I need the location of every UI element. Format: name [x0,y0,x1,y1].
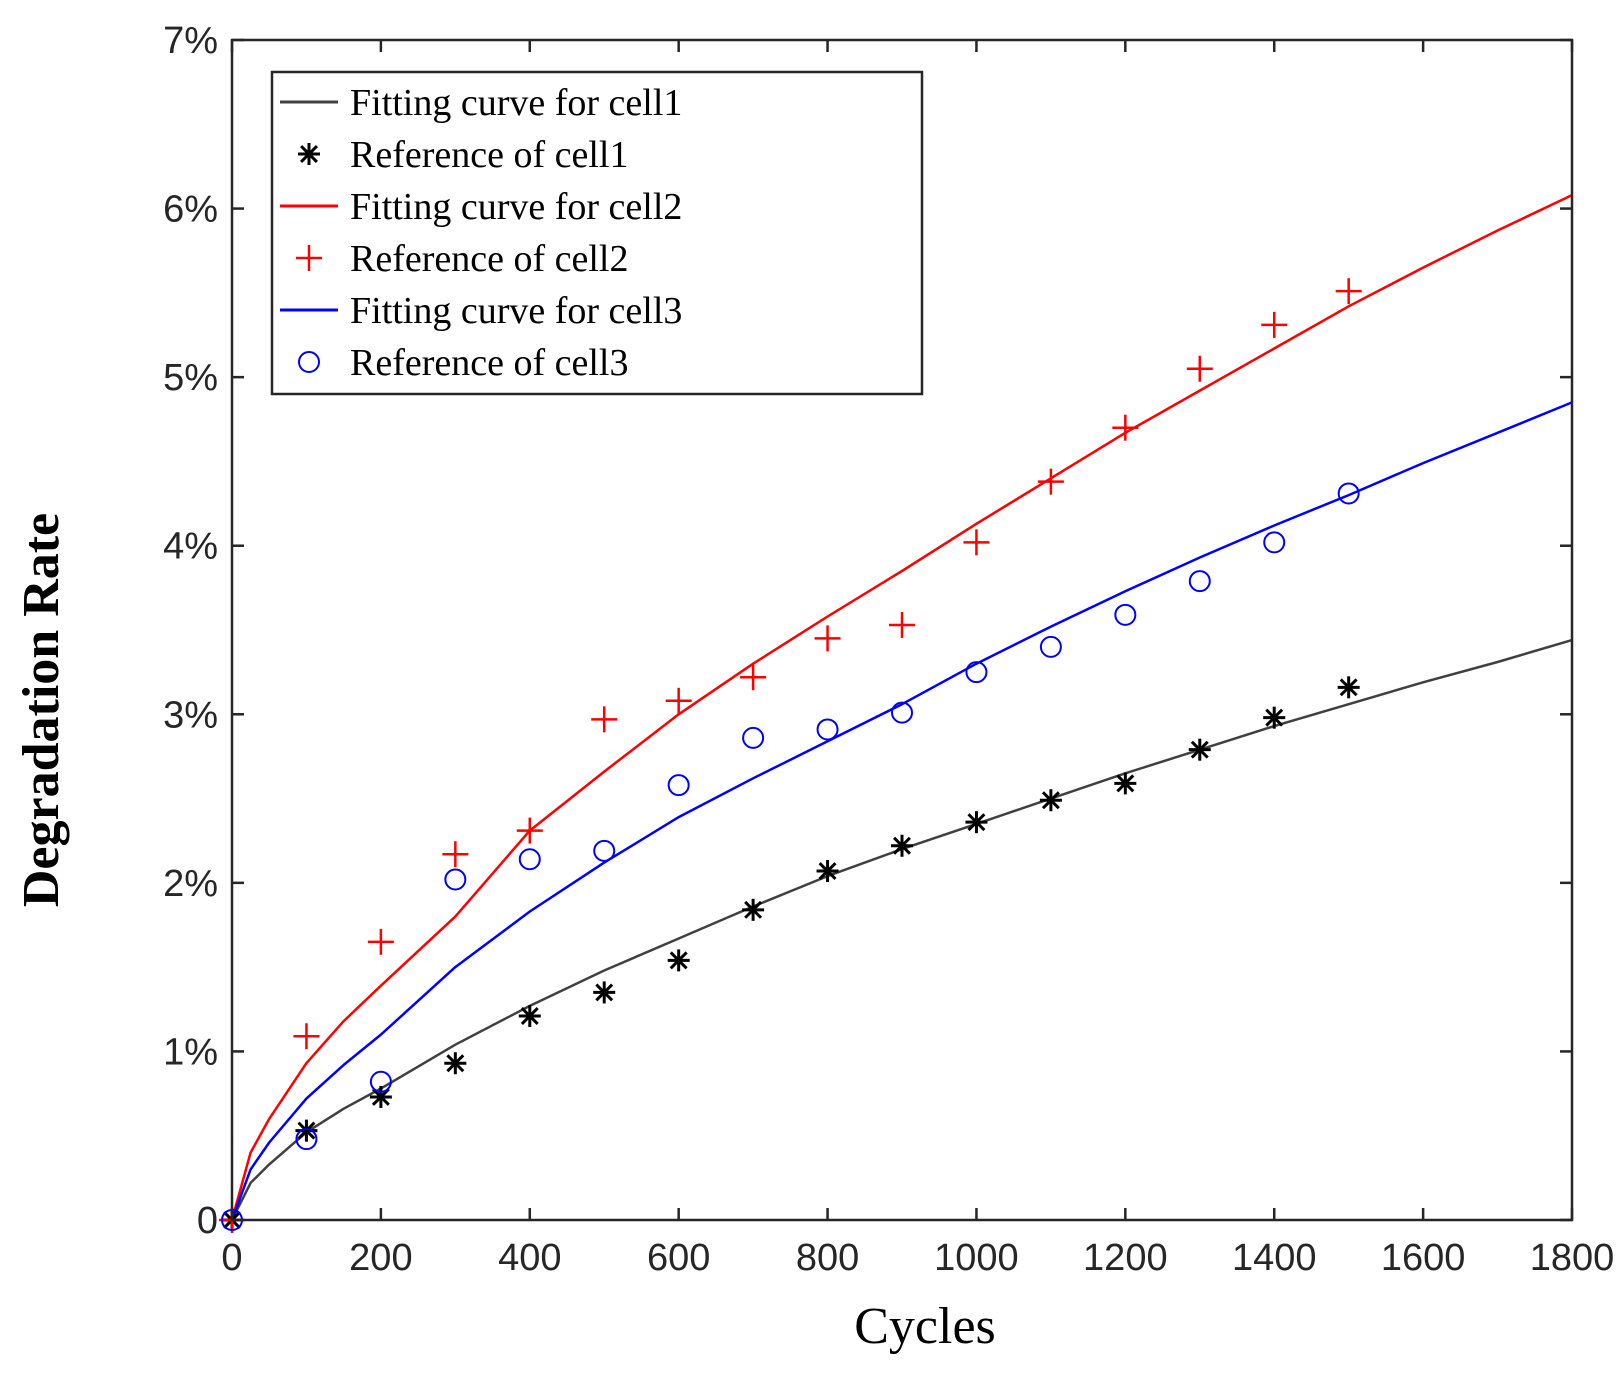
x-tick-label: 1800 [1530,1237,1615,1279]
data-point-reference-of-cell1 [1263,706,1286,729]
data-point-reference-of-cell3 [1039,635,1062,658]
plot-frame [230,38,1574,1222]
x-tick-label: 800 [796,1237,859,1279]
data-point-reference-of-cell1 [816,860,839,883]
x-axis-title: Cycles [854,1298,996,1355]
data-point-reference-of-cell1 [593,981,616,1004]
data-point-reference-of-cell1 [518,1005,541,1028]
data-point-reference-of-cell3 [593,839,616,862]
data-point-reference-of-cell3 [518,848,541,871]
data-point-reference-of-cell1 [965,811,988,834]
legend-swatch-reference-of-cell2 [296,245,322,271]
y-tick-label: 0 [197,1200,218,1242]
x-tick-label: 1600 [1381,1237,1466,1279]
data-point-reference-of-cell2 [1335,278,1362,305]
series-line-fitting-curve-for-cell2 [230,193,1573,1221]
x-tick-label: 0 [221,1237,242,1279]
plot-layer [219,193,1573,1233]
ticks-layer: 0 200 400 600 800 1000 1200 1400 1600 1800 0 1% 2% 3%… [163,20,1614,1279]
series-line-fitting-curve-for-cell3 [230,401,1573,1221]
data-point-reference-of-cell2 [367,928,394,955]
data-point-reference-of-cell2 [442,841,469,868]
data-point-reference-of-cell3 [369,1070,392,1093]
data-point-reference-of-cell1 [891,834,913,857]
x-tick-label: 600 [647,1237,710,1279]
data-point-reference-of-cell1 [667,949,690,972]
x-tick-label: 1400 [1232,1237,1317,1279]
data-point-reference-of-cell3 [1263,531,1286,554]
data-point-reference-of-cell2 [889,611,915,638]
legend-label-fitting-curve-for-cell2: Fitting curve for cell2 [350,186,682,228]
legend-swatch-reference-of-cell1 [298,143,320,165]
y-tick-label: 1% [163,1031,218,1073]
data-point-reference-of-cell1 [1188,738,1211,761]
data-point-reference-of-cell2 [1186,355,1213,382]
x-tick-label: 400 [498,1237,561,1279]
y-tick-label: 4% [163,526,218,568]
legend-label-fitting-curve-for-cell3: Fitting curve for cell3 [350,290,682,332]
x-tick-label: 1200 [1083,1237,1168,1279]
y-tick-label: 5% [163,357,218,399]
data-point-reference-of-cell2 [963,529,990,556]
data-point-reference-of-cell1 [1114,772,1137,795]
data-point-reference-of-cell2 [516,817,543,844]
data-point-reference-of-cell3 [1114,603,1137,626]
legend-label-reference-of-cell2: Reference of cell2 [350,238,629,280]
data-point-reference-of-cell3 [667,774,690,797]
data-point-reference-of-cell2 [591,706,618,733]
data-point-reference-of-cell3 [1188,570,1211,593]
data-point-reference-of-cell1 [1039,789,1062,812]
data-point-reference-of-cell3 [444,868,467,891]
data-point-reference-of-cell3 [891,701,913,724]
y-axis-title: Degradation Rate [13,513,70,907]
legend-label-reference-of-cell3: Reference of cell3 [350,342,629,384]
y-tick-label: 3% [163,694,218,736]
data-point-reference-of-cell1 [742,898,765,921]
data-point-reference-of-cell1 [295,1119,318,1142]
y-tick-label: 6% [163,189,218,231]
data-point-reference-of-cell3 [295,1128,318,1151]
data-point-reference-of-cell3 [816,718,839,741]
legend-swatch-reference-of-cell3 [298,351,320,373]
data-point-reference-of-cell1 [369,1085,392,1108]
series-line-fitting-curve-for-cell1 [230,638,1573,1221]
x-tick-label: 200 [349,1237,412,1279]
data-point-reference-of-cell2 [665,687,692,714]
data-point-reference-of-cell3 [965,661,988,684]
data-point-reference-of-cell2 [1037,468,1064,495]
data-point-reference-of-cell3 [742,726,765,749]
data-point-reference-of-cell2 [1112,414,1139,441]
data-point-reference-of-cell2 [740,664,767,691]
y-tick-label: 7% [163,20,218,62]
data-point-reference-of-cell2 [293,1023,320,1050]
y-tick-label: 2% [163,863,218,905]
data-point-reference-of-cell2 [814,625,841,652]
legend-label-fitting-curve-for-cell1: Fitting curve for cell1 [350,82,682,124]
data-point-reference-of-cell2 [1261,311,1288,338]
x-tick-label: 1000 [934,1237,1019,1279]
legend-box [270,70,924,396]
legend-label-reference-of-cell1: Reference of cell1 [350,134,629,176]
data-point-reference-of-cell1 [444,1052,467,1075]
data-point-reference-of-cell3 [1337,482,1360,505]
legend: Fitting curve for cell1 Reference of cell… [270,70,924,396]
data-point-reference-of-cell1 [1337,676,1360,699]
